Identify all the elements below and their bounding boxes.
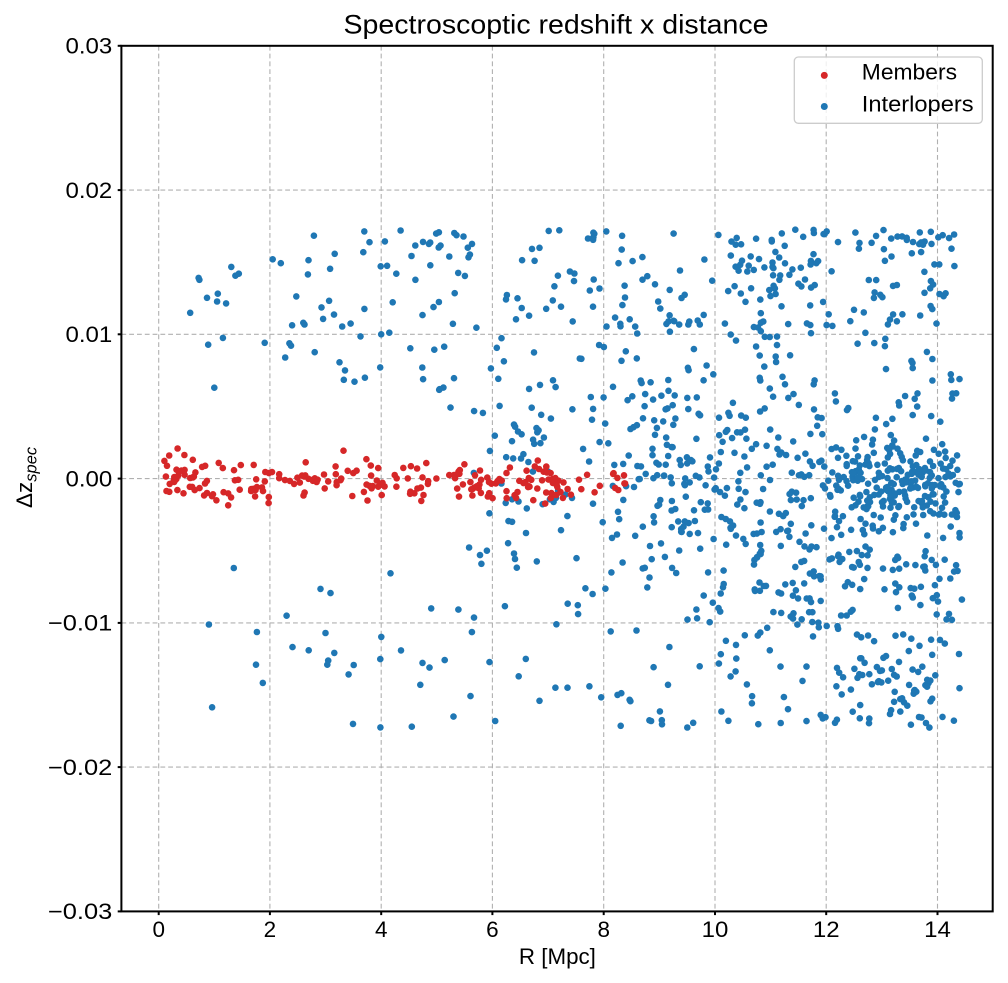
svg-text:Spectroscoptic redshift x dist: Spectroscoptic redshift x distance xyxy=(344,10,769,40)
svg-text:0.03: 0.03 xyxy=(66,34,113,59)
svg-text:Interlopers: Interlopers xyxy=(862,92,974,117)
svg-text:0.02: 0.02 xyxy=(66,178,113,203)
svg-text:8: 8 xyxy=(597,917,610,942)
svg-text:Members: Members xyxy=(862,59,957,84)
svg-text:0: 0 xyxy=(152,917,165,942)
svg-text:−0.02: −0.02 xyxy=(48,755,112,780)
svg-text:14: 14 xyxy=(924,917,951,942)
svg-text:0.01: 0.01 xyxy=(66,322,113,347)
svg-text:4: 4 xyxy=(375,917,388,942)
svg-text:−0.03: −0.03 xyxy=(48,899,112,924)
svg-text:Δzspec: Δzspec xyxy=(12,446,41,508)
svg-text:R [Mpc]: R [Mpc] xyxy=(519,944,596,969)
svg-text:12: 12 xyxy=(813,917,840,942)
svg-text:2: 2 xyxy=(264,917,277,942)
svg-text:0.00: 0.00 xyxy=(66,466,113,491)
svg-text:10: 10 xyxy=(702,917,729,942)
svg-text:6: 6 xyxy=(486,917,499,942)
svg-text:−0.01: −0.01 xyxy=(48,611,112,636)
